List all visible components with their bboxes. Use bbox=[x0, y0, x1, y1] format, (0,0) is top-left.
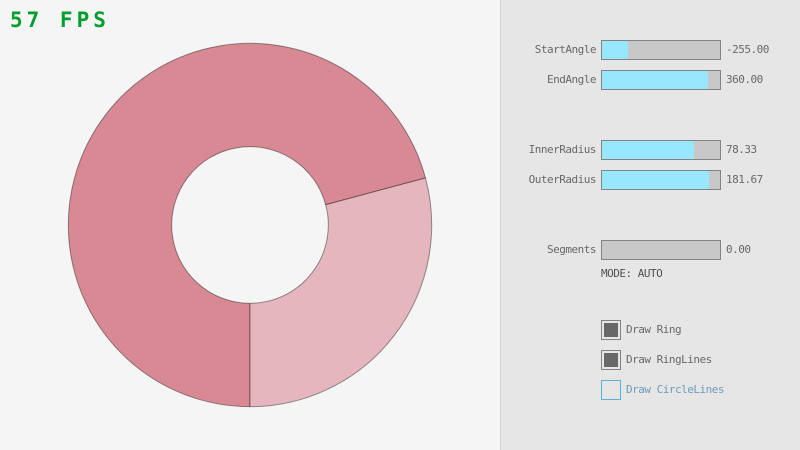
innerradius-slider[interactable] bbox=[601, 140, 721, 160]
endangle-row: EndAngle 360.00 bbox=[501, 70, 800, 90]
draw-circlelines-checkbox[interactable] bbox=[601, 380, 621, 400]
endangle-slider-fill bbox=[602, 71, 709, 89]
segments-row: Segments 0.00 bbox=[501, 240, 800, 260]
outerradius-row: OuterRadius 181.67 bbox=[501, 170, 800, 190]
segments-label: Segments bbox=[547, 243, 596, 256]
startangle-row: StartAngle -255.00 bbox=[501, 40, 800, 60]
ring-sector-double-covered bbox=[67, 42, 427, 408]
checkmark-square-icon bbox=[604, 323, 618, 337]
innerradius-slider-fill bbox=[602, 141, 695, 159]
draw-ringlines-row: Draw RingLines bbox=[501, 350, 800, 370]
draw-ring-row: Draw Ring bbox=[501, 320, 800, 340]
segments-value: 0.00 bbox=[726, 243, 751, 256]
segments-slider[interactable] bbox=[601, 240, 721, 260]
outerradius-slider-fill bbox=[602, 171, 710, 189]
draw-ring-checkbox[interactable] bbox=[601, 320, 621, 340]
outerradius-label: OuterRadius bbox=[528, 173, 597, 186]
ring-sector-single-covered bbox=[249, 177, 433, 408]
endangle-value: 360.00 bbox=[726, 73, 763, 86]
controls-panel: StartAngle -255.00 EndAngle 360.00 Inner… bbox=[500, 0, 800, 450]
draw-circlelines-row: Draw CircleLines bbox=[501, 380, 800, 400]
innerradius-row: InnerRadius 78.33 bbox=[501, 140, 800, 160]
endangle-slider[interactable] bbox=[601, 70, 721, 90]
outerradius-slider[interactable] bbox=[601, 170, 721, 190]
outerradius-value: 181.67 bbox=[726, 173, 763, 186]
innerradius-value: 78.33 bbox=[726, 143, 757, 156]
startangle-value: -255.00 bbox=[726, 43, 769, 56]
draw-ring-label: Draw Ring bbox=[626, 323, 682, 336]
endangle-label: EndAngle bbox=[547, 73, 596, 86]
startangle-slider-fill bbox=[602, 41, 628, 59]
draw-circlelines-label: Draw CircleLines bbox=[626, 383, 724, 396]
fps-counter: 57 FPS bbox=[10, 8, 110, 32]
startangle-slider[interactable] bbox=[601, 40, 721, 60]
segments-mode-text: MODE: AUTO bbox=[601, 267, 663, 280]
startangle-label: StartAngle bbox=[534, 43, 597, 56]
checkmark-square-icon bbox=[604, 353, 618, 367]
draw-ringlines-checkbox[interactable] bbox=[601, 350, 621, 370]
innerradius-label: InnerRadius bbox=[528, 143, 597, 156]
draw-ringlines-label: Draw RingLines bbox=[626, 353, 712, 366]
